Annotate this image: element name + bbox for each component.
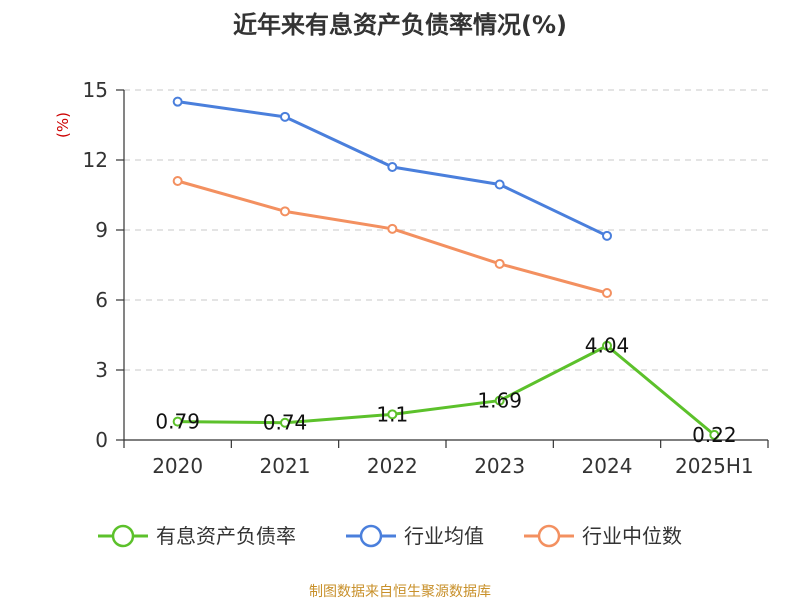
y-tick-label: 15 bbox=[83, 78, 108, 102]
x-tick-label: 2021 bbox=[260, 454, 311, 478]
legend-label: 行业中位数 bbox=[582, 524, 682, 548]
legend-label: 行业均值 bbox=[404, 524, 484, 548]
data-label: 4.04 bbox=[585, 334, 630, 358]
legend-marker bbox=[359, 524, 383, 548]
data-point[interactable] bbox=[280, 417, 290, 428]
series-0: 0.79 0.74 1.1 1.69 4.04 0.22 bbox=[155, 334, 736, 447]
data-point[interactable] bbox=[172, 176, 183, 186]
series-line bbox=[177, 179, 608, 295]
data-point[interactable] bbox=[280, 111, 290, 122]
y-tick-label: 0 bbox=[95, 428, 108, 452]
data-label: 0.22 bbox=[692, 423, 737, 447]
data-point[interactable] bbox=[602, 230, 612, 241]
x-tick-label: 2022 bbox=[367, 454, 418, 478]
series-line bbox=[177, 344, 716, 437]
legend-marker bbox=[111, 524, 135, 548]
y-axis-label: (%) bbox=[54, 112, 72, 138]
data-point[interactable] bbox=[172, 416, 183, 427]
data-point[interactable] bbox=[280, 206, 290, 217]
y-tick-label: 9 bbox=[95, 218, 108, 242]
axes: 0 3 6 9 12 15 2020 2021 2022 2023 2024 2025H1 bbox=[83, 78, 769, 478]
data-label: 1.69 bbox=[477, 389, 522, 413]
data-label: 0.74 bbox=[263, 411, 308, 435]
data-point[interactable] bbox=[602, 340, 612, 351]
data-label: 0.79 bbox=[155, 410, 200, 434]
legend-label: 有息资产负债率 bbox=[156, 524, 296, 548]
data-point[interactable] bbox=[387, 162, 398, 172]
data-point[interactable] bbox=[494, 258, 505, 269]
data-point[interactable] bbox=[172, 96, 183, 107]
data-point[interactable] bbox=[709, 429, 720, 440]
series-group: 0.79 0.74 1.1 1.69 4.04 0.22 bbox=[155, 96, 737, 447]
y-tick-label: 3 bbox=[95, 358, 108, 382]
x-tick-label: 2025H1 bbox=[675, 454, 754, 478]
data-point[interactable] bbox=[602, 288, 612, 298]
data-point[interactable] bbox=[494, 395, 505, 406]
y-tick-label: 12 bbox=[83, 148, 108, 172]
series-2 bbox=[172, 176, 612, 298]
grid-lines bbox=[124, 89, 768, 371]
data-point[interactable] bbox=[387, 409, 398, 420]
x-tick-label: 2023 bbox=[474, 454, 525, 478]
chart-title: 近年来有息资产负债率情况(%) bbox=[233, 11, 567, 39]
legend[interactable]: 有息资产负债率 行业均值 行业中位数 bbox=[98, 524, 682, 548]
data-label: 1.1 bbox=[376, 402, 408, 426]
source-note: 制图数据来自恒生聚源数据库 bbox=[309, 584, 491, 600]
y-tick-label: 6 bbox=[95, 288, 108, 312]
x-tick-label: 2020 bbox=[152, 454, 203, 478]
legend-marker bbox=[537, 524, 561, 548]
data-point[interactable] bbox=[494, 179, 505, 190]
series-1 bbox=[172, 96, 612, 241]
legend-item-2[interactable]: 行业中位数 bbox=[524, 524, 682, 548]
x-tick-label: 2024 bbox=[582, 454, 633, 478]
legend-item-0[interactable]: 有息资产负债率 bbox=[98, 524, 296, 548]
data-point[interactable] bbox=[387, 223, 398, 234]
legend-item-1[interactable]: 行业均值 bbox=[346, 524, 484, 548]
